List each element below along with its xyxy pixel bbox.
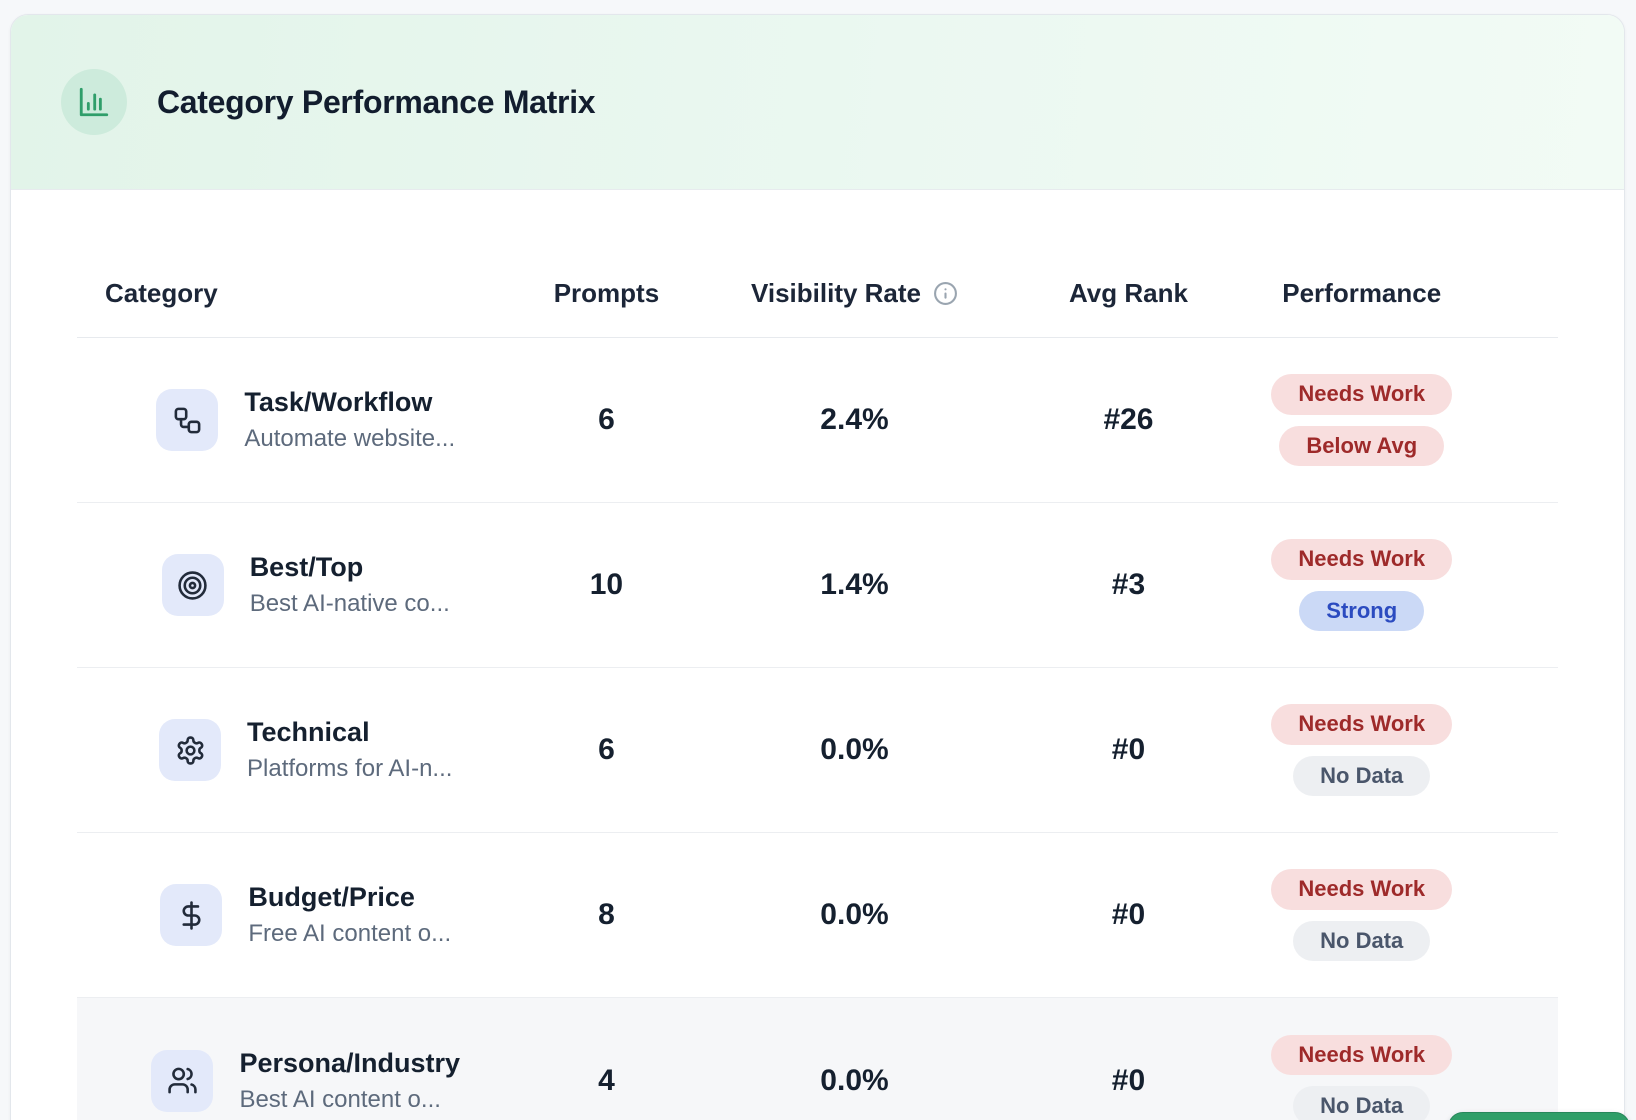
- column-header-label: Category: [105, 278, 218, 308]
- category-description: Best AI-native co...: [249, 590, 450, 617]
- performance-cell: Needs Work No Data: [1254, 869, 1469, 961]
- table-row[interactable]: Technical Platforms for AI-n... 6 0.0% #0 Nee…: [77, 668, 1558, 833]
- category-name: Budget/Price: [248, 882, 415, 912]
- prompts-value: 10: [589, 568, 624, 601]
- gear-icon: [159, 719, 222, 781]
- dollar-icon: [160, 884, 223, 946]
- category-cell: Best/Top Best AI-native co...: [77, 552, 506, 618]
- performance-badge: Strong: [1299, 590, 1425, 631]
- performance-badge: Needs Work: [1271, 704, 1453, 745]
- performance-cell: Needs Work No Data: [1254, 1034, 1469, 1120]
- category-text: Best/Top Best AI-native co...: [250, 552, 450, 618]
- category-description: Platforms for AI-n...: [247, 755, 453, 782]
- page-title: Category Performance Matrix: [157, 83, 596, 120]
- visibility-rate-value: 1.4%: [820, 568, 889, 601]
- workflow-icon: [156, 389, 219, 451]
- gear-icon: [177, 735, 203, 765]
- table-body: Task/Workflow Automate website... 6 2.4% #26…: [77, 338, 1558, 1120]
- category-description: Best AI content o...: [239, 1085, 441, 1113]
- column-header-label: Performance: [1282, 278, 1442, 308]
- category-text: Task/Workflow Automate website...: [244, 387, 455, 453]
- category-name: Persona/Industry: [239, 1047, 461, 1078]
- column-header-prompts: Prompts: [506, 278, 706, 309]
- performance-table: Category Prompts Visibility Rate Avg Rank Pe…: [77, 190, 1558, 1120]
- category-cell: Technical Platforms for AI-n...: [77, 717, 506, 783]
- category-text: Budget/Price Free AI content o...: [248, 882, 451, 948]
- avg-rank-value: #0: [1111, 1063, 1146, 1097]
- bar-chart-icon: [61, 69, 127, 135]
- performance-cell: Needs Work No Data: [1254, 704, 1469, 796]
- column-header-label: Visibility Rate: [750, 278, 922, 308]
- target-icon: [161, 554, 224, 616]
- performance-badge: No Data: [1293, 1086, 1431, 1120]
- performance-badge: Needs Work: [1271, 539, 1453, 580]
- category-description: Automate website...: [244, 425, 456, 452]
- column-header-label: Prompts: [553, 278, 660, 308]
- category-name: Technical: [247, 717, 370, 747]
- table-row[interactable]: Task/Workflow Automate website... 6 2.4% #26…: [77, 338, 1558, 503]
- avg-rank-value: #0: [1111, 733, 1146, 766]
- category-performance-card: Category Performance Matrix Category Prom…: [10, 14, 1625, 1120]
- category-text: Technical Platforms for AI-n...: [247, 717, 452, 783]
- category-cell: Task/Workflow Automate website...: [77, 387, 506, 453]
- floating-green-button-partial[interactable]: [1448, 1112, 1630, 1120]
- column-header-rank: Avg Rank: [1003, 278, 1255, 309]
- performance-badge: Needs Work: [1271, 869, 1453, 910]
- performance-badge: No Data: [1293, 755, 1431, 796]
- card-header: Category Performance Matrix: [11, 15, 1624, 190]
- table-row[interactable]: Persona/Industry Best AI content o... 4 0.0…: [77, 998, 1558, 1120]
- column-header-label: Avg Rank: [1068, 278, 1188, 308]
- avg-rank-value: #0: [1111, 898, 1146, 931]
- visibility-rate-value: 0.0%: [820, 898, 889, 931]
- category-cell: Budget/Price Free AI content o...: [77, 882, 506, 948]
- prompts-value: 8: [598, 898, 615, 931]
- category-text: Persona/Industry Best AI content o...: [239, 1048, 460, 1114]
- column-header-visibility: Visibility Rate: [706, 278, 1002, 309]
- performance-cell: Needs Work Below Avg: [1254, 374, 1469, 466]
- visibility-rate-value: 0.0%: [820, 733, 889, 766]
- users-icon: [168, 1067, 197, 1094]
- table-row[interactable]: Budget/Price Free AI content o... 8 0.0% #0 N…: [77, 833, 1558, 998]
- performance-badge: Needs Work: [1271, 1034, 1453, 1075]
- info-icon[interactable]: [933, 281, 958, 306]
- avg-rank-value: #3: [1111, 568, 1146, 601]
- visibility-rate-value: 2.4%: [820, 403, 889, 436]
- table-row[interactable]: Best/Top Best AI-native co... 10 1.4% #3 Need…: [77, 503, 1558, 668]
- category-description: Free AI content o...: [248, 920, 452, 947]
- users-icon: [151, 1049, 214, 1112]
- prompts-value: 6: [598, 733, 615, 766]
- workflow-icon: [174, 407, 201, 433]
- performance-badge: No Data: [1293, 920, 1431, 961]
- target-icon: [178, 570, 207, 600]
- dollar-icon: [182, 900, 201, 930]
- prompts-value: 4: [598, 1063, 615, 1097]
- visibility-rate-value: 0.0%: [820, 1063, 889, 1097]
- avg-rank-value: #26: [1103, 403, 1154, 436]
- category-name: Best/Top: [249, 552, 364, 582]
- performance-cell: Needs Work Strong: [1254, 539, 1469, 631]
- performance-badge: Below Avg: [1279, 425, 1445, 466]
- column-header-category: Category: [77, 278, 506, 309]
- column-header-performance: Performance: [1254, 278, 1469, 309]
- category-name: Task/Workflow: [244, 387, 433, 417]
- table-header-row: Category Prompts Visibility Rate Avg Rank Pe…: [77, 250, 1558, 338]
- prompts-value: 6: [598, 403, 615, 436]
- performance-badge: Needs Work: [1271, 374, 1453, 415]
- category-cell: Persona/Industry Best AI content o...: [77, 1048, 506, 1114]
